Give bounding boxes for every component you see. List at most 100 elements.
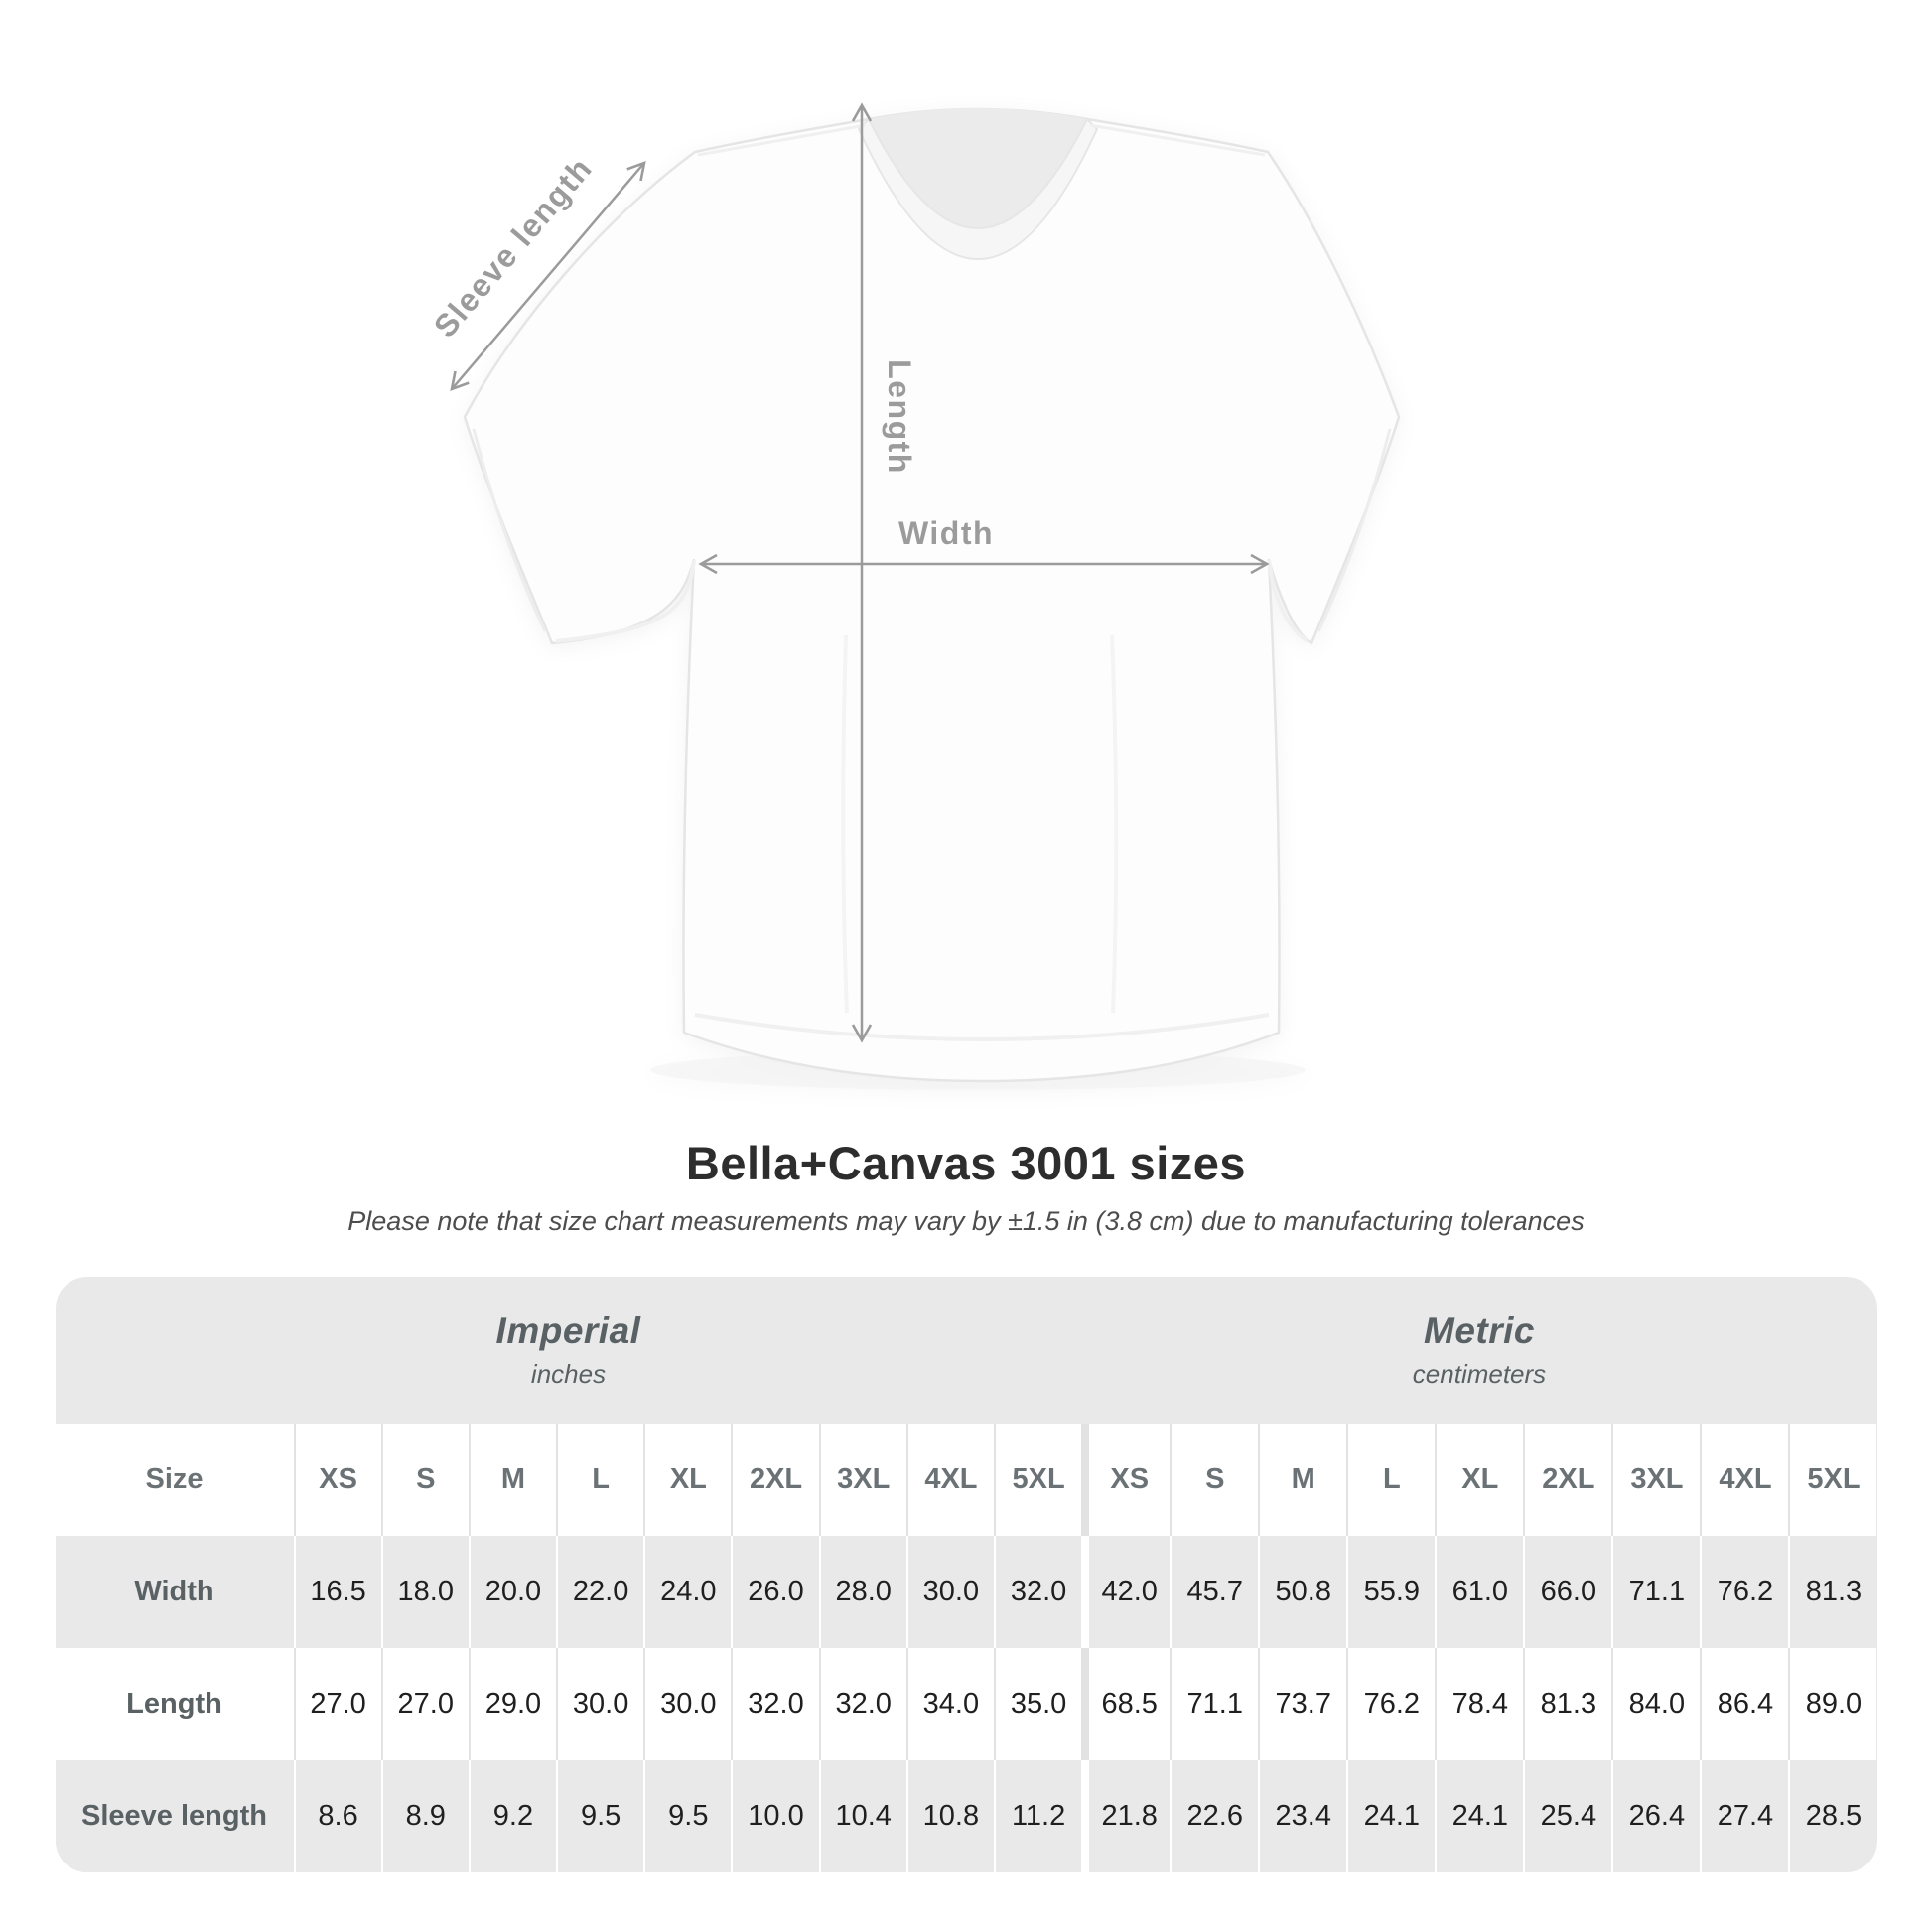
size-header-cell: L — [1346, 1424, 1436, 1536]
value-cell: 32.0 — [731, 1648, 819, 1760]
size-header-cell: M — [1258, 1424, 1347, 1536]
tolerance-note: Please note that size chart measurements… — [347, 1206, 1585, 1236]
value-cell: 86.4 — [1700, 1648, 1789, 1760]
value-cell: 61.0 — [1435, 1536, 1524, 1648]
size-header-cell: XL — [643, 1424, 732, 1536]
value-cell: 26.4 — [1611, 1760, 1701, 1872]
value-cell: 30.0 — [905, 1536, 994, 1648]
body-crease-right — [1110, 634, 1119, 1014]
size-header-cell: 3XL — [1611, 1424, 1701, 1536]
body-crease-left — [841, 634, 849, 1014]
sleeve-length-arrow — [450, 160, 646, 392]
left-cuff-seam — [472, 428, 547, 632]
size-header-cell: 4XL — [905, 1424, 994, 1536]
value-cell: 23.4 — [1258, 1760, 1347, 1872]
size-header-cell: M — [468, 1424, 557, 1536]
value-cell: 68.5 — [1081, 1648, 1171, 1760]
size-table: Imperial inches Metric centimeters Size X… — [55, 1277, 1877, 1872]
value-cell: 10.0 — [731, 1760, 819, 1872]
value-cell: 32.0 — [994, 1536, 1082, 1648]
page-title: Bella+Canvas 3001 sizes — [685, 1137, 1247, 1189]
value-cell: 26.0 — [731, 1536, 819, 1648]
value-cell: 81.3 — [1788, 1536, 1877, 1648]
size-column-header: Size — [55, 1424, 294, 1536]
size-header-cell: XL — [1435, 1424, 1524, 1536]
value-cell: 24.1 — [1346, 1760, 1436, 1872]
size-header-cell: S — [380, 1424, 469, 1536]
size-header-cell: 4XL — [1700, 1424, 1789, 1536]
value-cell: 25.4 — [1523, 1760, 1612, 1872]
size-header-cell: 2XL — [1523, 1424, 1612, 1536]
value-cell: 30.0 — [643, 1648, 732, 1760]
value-cell: 30.0 — [556, 1648, 644, 1760]
value-cell: 81.3 — [1523, 1648, 1612, 1760]
right-cuff-seam — [1316, 428, 1392, 632]
hem-fold — [694, 1013, 1270, 1041]
row-label: Sleeve length — [55, 1760, 294, 1872]
value-cell: 45.7 — [1170, 1536, 1259, 1648]
tshirt-illustration — [463, 107, 1401, 1090]
value-cell: 29.0 — [468, 1648, 557, 1760]
tshirt-measurement-diagram: Length Width Sleeve length — [426, 102, 1401, 1090]
size-header-cell: 3XL — [818, 1424, 906, 1536]
size-header-cell: 5XL — [994, 1424, 1082, 1536]
value-cell: 28.0 — [818, 1536, 906, 1648]
value-cell: 42.0 — [1081, 1536, 1171, 1648]
value-cell: 24.1 — [1435, 1760, 1524, 1872]
width-label: Width — [898, 515, 994, 551]
left-underarm-fold — [555, 559, 696, 643]
value-cell: 8.6 — [293, 1760, 381, 1872]
imperial-section-unit: inches — [530, 1359, 607, 1389]
metric-section-title: Metric — [1424, 1311, 1535, 1351]
value-cell: 78.4 — [1435, 1648, 1524, 1760]
value-cell: 28.5 — [1788, 1760, 1877, 1872]
row-label: Length — [55, 1648, 294, 1760]
value-cell: 11.2 — [994, 1760, 1082, 1872]
value-cell: 9.5 — [556, 1760, 644, 1872]
value-cell: 27.0 — [293, 1648, 381, 1760]
value-cell: 10.8 — [905, 1760, 994, 1872]
value-cell: 76.2 — [1346, 1648, 1436, 1760]
value-cell: 34.0 — [905, 1648, 994, 1760]
value-cell: 22.0 — [556, 1536, 644, 1648]
value-cell: 16.5 — [293, 1536, 381, 1648]
size-header-cell: 5XL — [1788, 1424, 1877, 1536]
value-cell: 27.0 — [380, 1648, 469, 1760]
value-cell: 35.0 — [994, 1648, 1082, 1760]
value-cell: 18.0 — [380, 1536, 469, 1648]
unit-section-headers: Imperial inches Metric centimeters — [56, 1277, 1877, 1424]
value-cell: 8.9 — [380, 1760, 469, 1872]
value-cell: 71.1 — [1611, 1536, 1701, 1648]
value-cell: 32.0 — [818, 1648, 906, 1760]
value-cell: 71.1 — [1170, 1648, 1259, 1760]
value-cell: 9.5 — [643, 1760, 732, 1872]
size-header-cell: S — [1170, 1424, 1259, 1536]
value-cell: 84.0 — [1611, 1648, 1701, 1760]
value-cell: 10.4 — [818, 1760, 906, 1872]
value-cell: 89.0 — [1788, 1648, 1877, 1760]
size-header-cell: 2XL — [731, 1424, 819, 1536]
tshirt-outline — [463, 107, 1401, 1083]
right-shoulder-seam — [1089, 123, 1266, 157]
size-header-cell: XS — [293, 1424, 381, 1536]
right-underarm-fold — [1267, 559, 1310, 643]
value-cell: 24.0 — [643, 1536, 732, 1648]
value-cell: 50.8 — [1258, 1536, 1347, 1648]
metric-section-header: Metric centimeters — [1082, 1277, 1877, 1424]
imperial-section-title: Imperial — [495, 1311, 641, 1351]
value-cell: 66.0 — [1523, 1536, 1612, 1648]
row-label: Width — [55, 1536, 294, 1648]
value-cell: 27.4 — [1700, 1760, 1789, 1872]
value-cell: 22.6 — [1170, 1760, 1259, 1872]
value-cell: 9.2 — [468, 1760, 557, 1872]
value-cell: 73.7 — [1258, 1648, 1347, 1760]
value-cell: 55.9 — [1346, 1536, 1436, 1648]
left-shoulder-seam — [697, 123, 867, 157]
collar-opening — [869, 108, 1087, 228]
metric-section-unit: centimeters — [1412, 1359, 1547, 1389]
value-cell: 20.0 — [468, 1536, 557, 1648]
size-table-grid: Size XS S M L XL 2XL 3XL 4XL 5XL XS S M L XL 2XL 3XL 4XL 5… — [55, 1424, 1877, 1872]
value-cell: 76.2 — [1700, 1536, 1789, 1648]
size-header-cell: XS — [1081, 1424, 1171, 1536]
imperial-section-header: Imperial inches — [56, 1277, 1082, 1424]
